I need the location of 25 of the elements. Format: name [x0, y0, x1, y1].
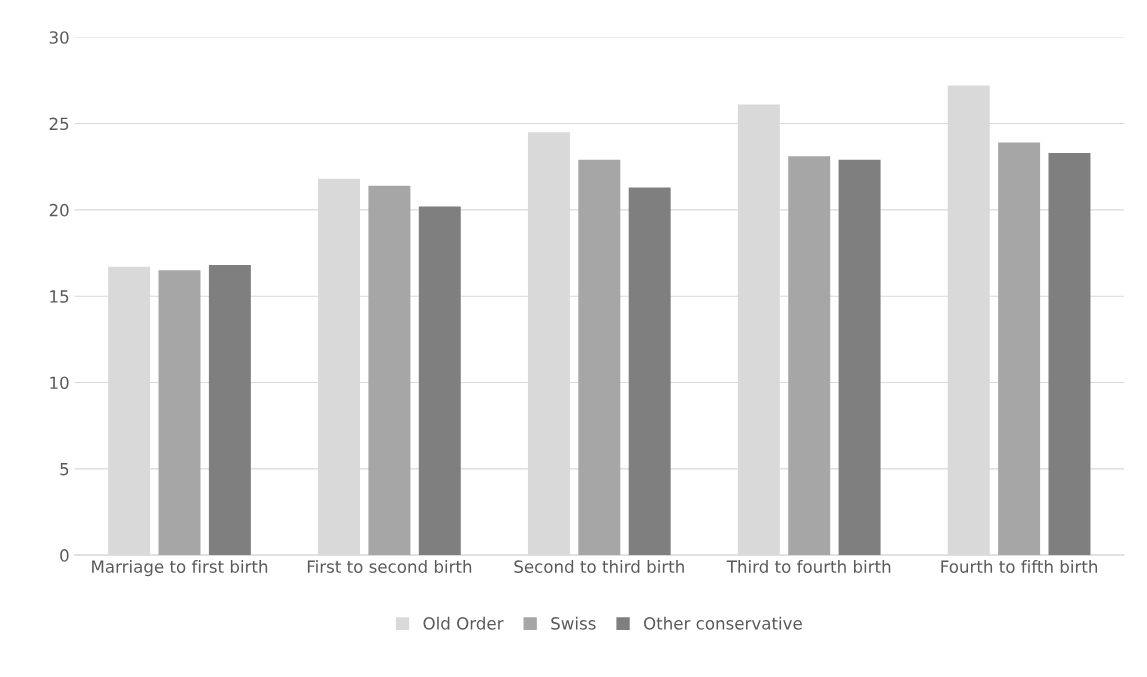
bar [368, 185, 411, 556]
x-tick-label: Marriage to first birth [92, 560, 268, 577]
bar [158, 270, 201, 556]
x-tick-label: Second to third birth [514, 560, 684, 573]
y-tick-label: 25 [49, 117, 69, 131]
x-tick-label: First to second birth [307, 560, 472, 573]
y-tick-label: 0 [60, 549, 69, 562]
bar [788, 156, 831, 556]
bar [578, 159, 621, 556]
bar [418, 206, 461, 556]
bar [628, 187, 671, 556]
legend-label: Other conservative [643, 616, 802, 630]
y-tick-label: 5 [60, 463, 69, 476]
x-tick-label: Fourth to fifth birth [941, 560, 1098, 573]
bar [838, 159, 881, 556]
legend-label: Old Order [423, 616, 504, 630]
bar [1048, 152, 1091, 556]
bar [998, 142, 1041, 556]
legend-label: Swiss [551, 616, 596, 630]
x-tick-label: Third to fourth birth [726, 560, 891, 573]
y-tick-label: 30 [49, 31, 69, 44]
bar [208, 265, 251, 556]
y-tick-label: 10 [50, 376, 69, 390]
y-tick-label: 15 [50, 290, 69, 303]
y-tick-label: 20 [49, 203, 69, 217]
